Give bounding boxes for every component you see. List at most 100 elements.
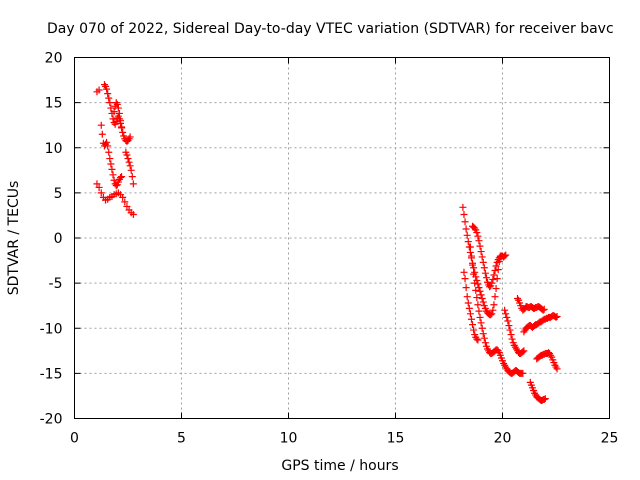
data-point bbox=[106, 99, 114, 107]
plot-frame bbox=[74, 57, 610, 419]
data-point bbox=[460, 268, 468, 276]
series-seg-k bbox=[501, 306, 528, 358]
y-axis-label: SDTVAR / TECUs bbox=[6, 181, 22, 296]
data-point bbox=[124, 155, 132, 163]
data-point bbox=[97, 121, 105, 129]
data-point bbox=[104, 142, 112, 150]
data-point bbox=[479, 258, 487, 266]
data-point bbox=[481, 339, 489, 347]
data-point bbox=[478, 294, 486, 302]
data-points bbox=[93, 81, 561, 404]
data-point bbox=[474, 232, 482, 240]
x-tick-label: 10 bbox=[280, 431, 298, 447]
data-point bbox=[469, 321, 477, 329]
series-seg-o bbox=[533, 349, 561, 373]
data-point bbox=[466, 310, 474, 318]
data-point bbox=[475, 307, 483, 315]
data-point bbox=[126, 162, 134, 170]
series-seg-g bbox=[460, 268, 482, 344]
data-point bbox=[541, 395, 549, 403]
data-point bbox=[487, 311, 495, 319]
data-point bbox=[489, 276, 497, 284]
data-point bbox=[110, 108, 118, 116]
data-point bbox=[123, 151, 131, 159]
series-seg-a bbox=[93, 180, 137, 219]
y-tick-label: -5 bbox=[49, 276, 63, 292]
data-point bbox=[97, 189, 105, 197]
data-point bbox=[469, 261, 477, 269]
data-point bbox=[474, 336, 482, 344]
data-point bbox=[474, 280, 482, 288]
data-point bbox=[473, 335, 481, 343]
series-seg-m bbox=[520, 312, 561, 336]
series-seg-e bbox=[110, 99, 126, 131]
data-point bbox=[463, 231, 471, 239]
data-point bbox=[464, 299, 472, 307]
data-point bbox=[473, 294, 481, 302]
data-point bbox=[112, 182, 120, 190]
data-point bbox=[93, 180, 101, 188]
data-point bbox=[103, 85, 111, 93]
data-point bbox=[490, 271, 498, 279]
data-point bbox=[519, 369, 527, 377]
data-point bbox=[95, 86, 103, 94]
data-point bbox=[476, 242, 484, 250]
data-point bbox=[501, 252, 509, 260]
data-point bbox=[125, 158, 133, 166]
y-tick-label: -15 bbox=[40, 366, 63, 382]
y-tick-label: 5 bbox=[54, 186, 63, 202]
data-point bbox=[470, 270, 478, 278]
x-tick-label: 25 bbox=[601, 431, 619, 447]
data-point bbox=[460, 211, 468, 219]
data-point bbox=[105, 94, 113, 102]
series-seg-l bbox=[513, 294, 548, 314]
y-tick-label: 20 bbox=[45, 51, 63, 67]
data-point bbox=[119, 193, 127, 201]
y-tick-label: 10 bbox=[45, 141, 63, 157]
data-point bbox=[507, 331, 515, 339]
data-point bbox=[539, 306, 547, 314]
y-tick-label: -10 bbox=[40, 321, 63, 337]
data-point bbox=[129, 180, 137, 188]
data-point bbox=[123, 202, 131, 210]
data-point bbox=[118, 173, 126, 181]
data-point bbox=[461, 275, 469, 283]
data-point bbox=[104, 90, 112, 98]
series-seg-j bbox=[466, 243, 527, 377]
data-point bbox=[508, 335, 516, 343]
data-point bbox=[501, 306, 509, 314]
data-point bbox=[107, 104, 115, 112]
data-point bbox=[128, 173, 136, 181]
data-point bbox=[488, 310, 496, 318]
series-seg-b bbox=[93, 86, 103, 96]
data-point bbox=[480, 264, 488, 272]
data-point bbox=[479, 298, 487, 306]
data-point bbox=[553, 313, 561, 321]
y-tick-label: 15 bbox=[45, 96, 63, 112]
data-point bbox=[553, 365, 561, 373]
grid-lines bbox=[74, 57, 610, 419]
data-point bbox=[467, 252, 475, 260]
data-point bbox=[475, 237, 483, 245]
data-point bbox=[519, 348, 527, 356]
data-point bbox=[490, 301, 498, 309]
data-point bbox=[459, 203, 467, 211]
data-point bbox=[492, 285, 500, 293]
x-axis-label: GPS time / hours bbox=[281, 458, 398, 474]
data-point bbox=[540, 396, 548, 404]
data-point bbox=[103, 138, 111, 146]
data-point bbox=[462, 284, 470, 292]
data-point bbox=[108, 165, 116, 173]
data-point bbox=[504, 317, 512, 325]
data-point bbox=[119, 128, 127, 136]
data-point bbox=[465, 304, 473, 312]
data-point bbox=[464, 238, 472, 246]
data-point bbox=[481, 269, 489, 277]
data-point bbox=[492, 262, 500, 270]
series-seg-d bbox=[97, 121, 126, 190]
data-point bbox=[110, 176, 118, 184]
data-point bbox=[129, 211, 137, 219]
series-seg-n bbox=[526, 378, 549, 404]
data-point bbox=[95, 183, 103, 191]
